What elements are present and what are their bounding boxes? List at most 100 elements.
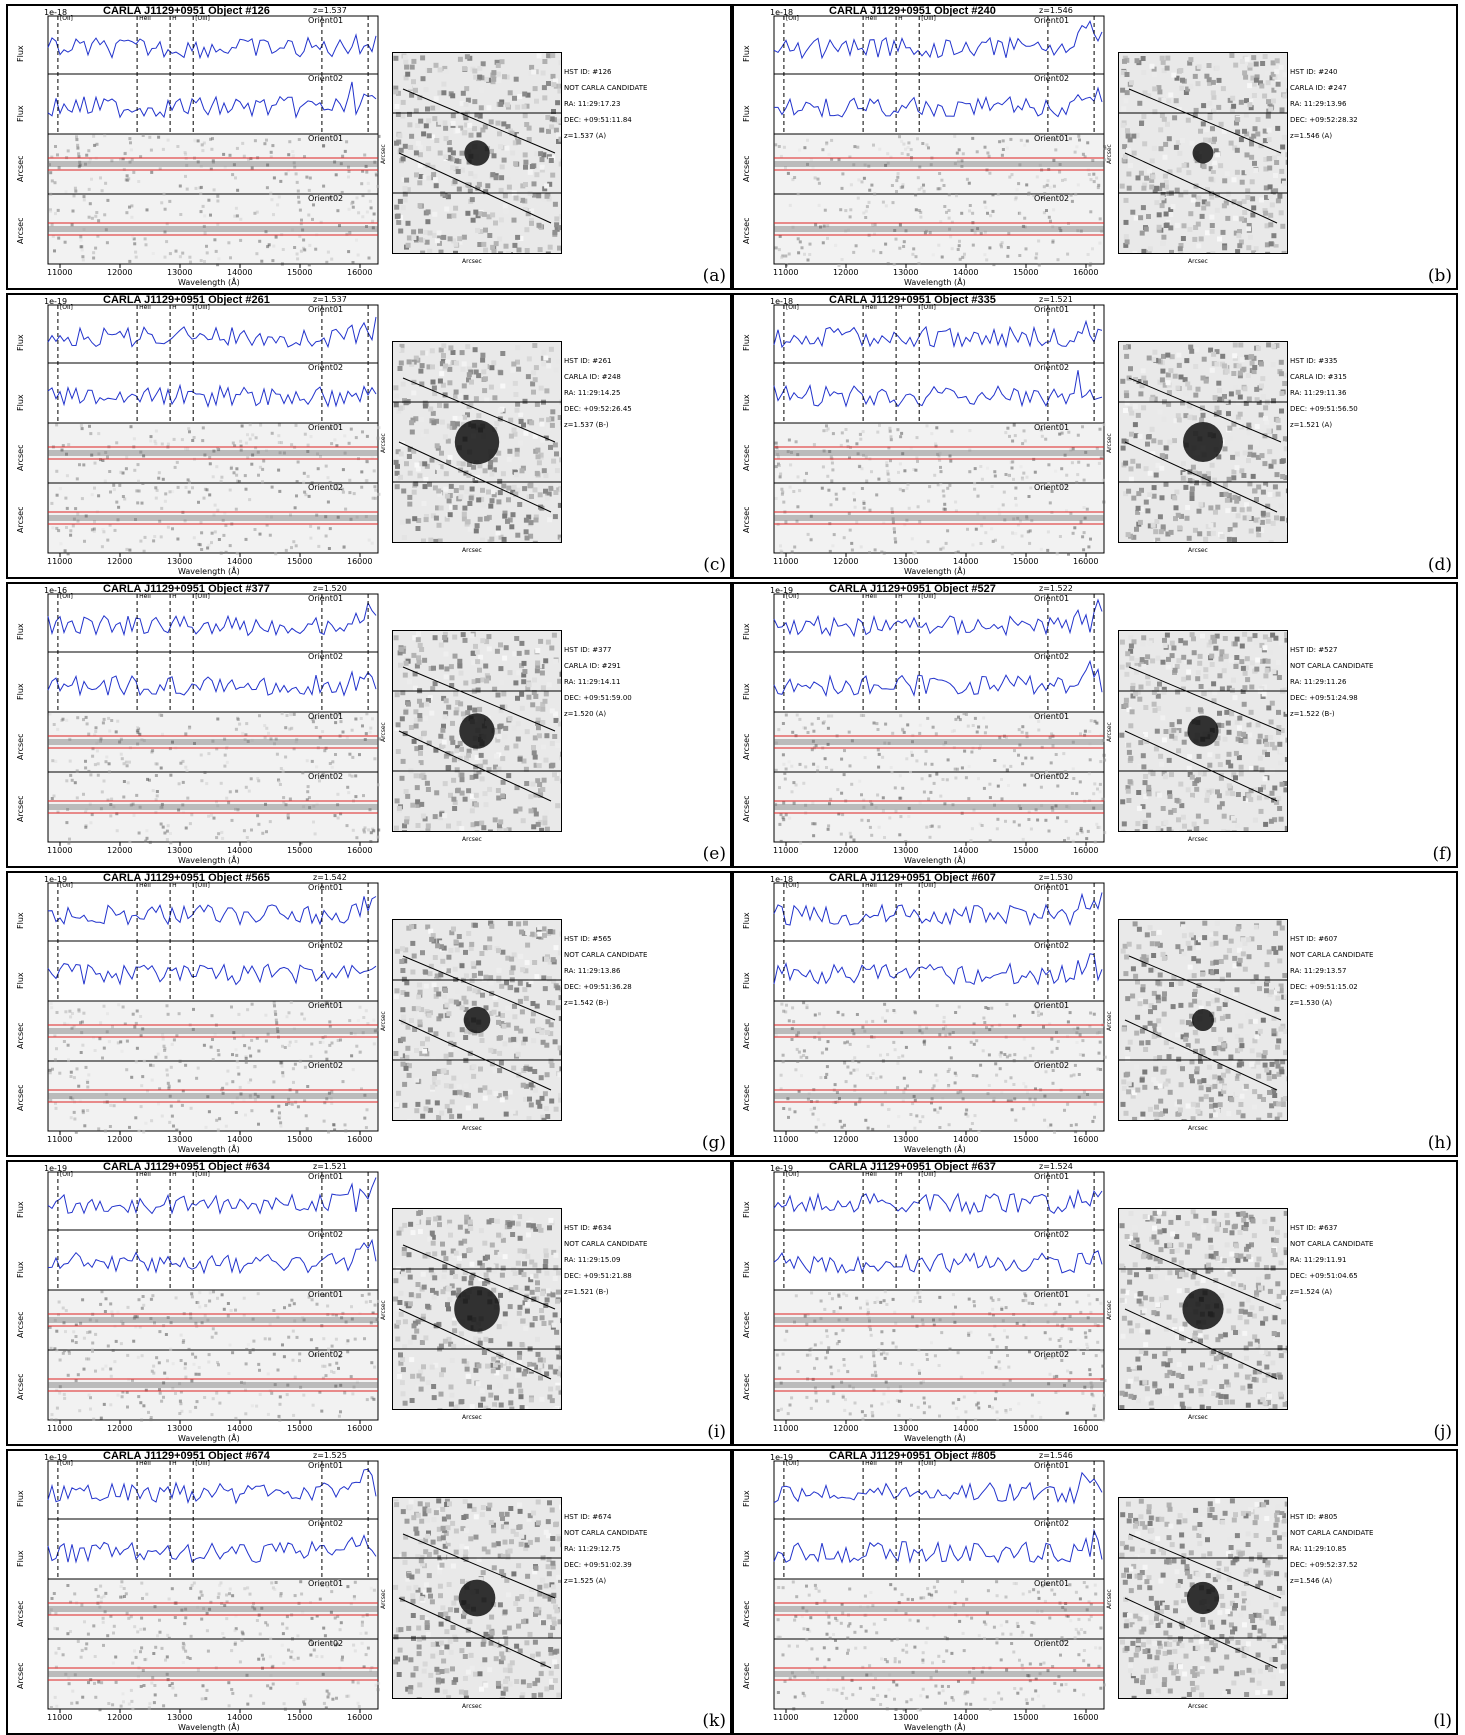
cutout-pixel xyxy=(1279,781,1285,787)
cutout-pixel xyxy=(442,120,448,126)
noise-pixel xyxy=(1060,431,1064,435)
cutout-pixel xyxy=(1245,188,1251,194)
object-info-line: DEC: +09:51:24.98 xyxy=(1290,694,1358,702)
noise-pixel xyxy=(783,771,787,775)
cutout-pixel xyxy=(450,739,456,745)
noise-pixel xyxy=(962,712,966,716)
cutout-pixel xyxy=(1174,797,1180,803)
noise-pixel xyxy=(212,188,216,192)
cutout-pixel xyxy=(1143,774,1149,779)
noise-pixel xyxy=(282,451,286,455)
y-axis-label: Arcsec xyxy=(742,217,751,244)
cutout-pixel xyxy=(478,763,484,769)
cutout-pixel xyxy=(406,359,412,365)
cutout-pixel xyxy=(1178,374,1184,380)
cutout-pixel xyxy=(1165,352,1171,358)
cutout-pixel xyxy=(1280,144,1286,150)
cutout-pixel xyxy=(1221,668,1227,674)
cutout-pixel xyxy=(450,120,456,126)
cutout-pixel xyxy=(1263,821,1269,827)
panel-title: CARLA J1129+0951 Object #335 xyxy=(829,294,996,306)
cutout-pixel xyxy=(1119,183,1125,189)
cutout-pixel xyxy=(450,93,456,99)
noise-pixel xyxy=(104,451,108,454)
cutout-pixel xyxy=(455,700,461,705)
cutout-pixel xyxy=(526,137,532,142)
noise-pixel xyxy=(914,193,918,197)
noise-pixel xyxy=(186,478,190,482)
flux-curve xyxy=(47,383,377,409)
cutout-pixel xyxy=(501,121,507,127)
cutout-pixel xyxy=(1160,240,1166,246)
noise-pixel xyxy=(154,810,158,814)
noise-pixel xyxy=(1082,478,1086,482)
cutout-pixel xyxy=(477,706,483,712)
panel-title: CARLA J1129+0951 Object #126 xyxy=(103,5,270,17)
noise-pixel xyxy=(89,432,93,436)
cutout-pixel xyxy=(426,364,432,370)
noise-pixel xyxy=(65,779,69,783)
cutout-pixel xyxy=(532,677,537,683)
noise-pixel xyxy=(158,519,162,523)
cutout-pixel xyxy=(1247,102,1253,108)
figure-panel: 11000 12000 13000 14000 15000 16000 CARLA J112… xyxy=(732,582,1458,868)
cutout-pixel xyxy=(444,516,450,522)
noise-pixel xyxy=(978,744,982,748)
cutout-pixel xyxy=(545,639,551,645)
cutout-pixels xyxy=(393,53,566,257)
cutout-pixel xyxy=(409,361,415,367)
cutout-pixel xyxy=(402,197,408,203)
cutout-pixel xyxy=(1158,127,1164,133)
noise-pixel xyxy=(281,1044,284,1048)
noise-pixel xyxy=(248,423,252,427)
noise-pixel xyxy=(258,239,262,243)
noise-pixel xyxy=(1048,736,1052,739)
noise-pixel xyxy=(280,441,283,445)
flux-curve xyxy=(773,319,1103,349)
cutout-pixel xyxy=(486,105,492,111)
noise-pixel xyxy=(285,1103,288,1106)
cutout-pixel xyxy=(1184,659,1190,664)
cutout-pixel xyxy=(1229,711,1235,717)
cutout-pixel xyxy=(398,646,404,652)
cutout-pixel xyxy=(426,133,432,139)
noise-pixel xyxy=(328,762,332,765)
cutout-pixel xyxy=(402,54,408,60)
cutout-pixel xyxy=(1275,81,1281,87)
cutout-pixel xyxy=(1176,352,1182,358)
noise-pixel xyxy=(328,426,332,430)
cutout-pixel xyxy=(1125,651,1131,657)
cutout-pixel xyxy=(442,631,448,637)
cutout-pixel xyxy=(404,64,410,70)
noise-pixel xyxy=(868,825,872,829)
cutout-pixel xyxy=(1187,403,1193,409)
noise-pixel xyxy=(121,471,125,475)
noise-pixel xyxy=(1071,740,1075,744)
cutout-pixel xyxy=(529,220,534,226)
noise-pixel xyxy=(78,163,82,167)
cutout-pixel xyxy=(560,778,566,784)
cutout-pixel xyxy=(1228,763,1234,769)
noise-pixel xyxy=(1021,837,1025,841)
noise-pixel xyxy=(979,465,983,468)
noise-pixel xyxy=(973,231,977,235)
noise-pixel xyxy=(357,211,361,215)
cutout-pixel xyxy=(1285,708,1291,714)
cutout-pixel xyxy=(498,819,504,825)
noise-pixel xyxy=(1049,219,1052,223)
cutout-pixel xyxy=(1217,236,1222,242)
noise-pixel xyxy=(842,773,846,777)
cutout-pixel xyxy=(436,488,442,494)
cutout-pixel xyxy=(554,468,560,474)
cutout-pixel xyxy=(1158,529,1164,535)
noise-pixel xyxy=(918,520,922,524)
cutout-pixel xyxy=(409,133,415,139)
noise-pixel xyxy=(879,251,883,255)
cutout-pixel xyxy=(397,198,403,204)
noise-pixel xyxy=(902,142,906,146)
cutout-pixel xyxy=(476,132,482,138)
noise-pixel xyxy=(1025,475,1029,479)
cutout-pixel xyxy=(421,538,426,544)
cutout-pixel xyxy=(1278,64,1284,70)
noise-pixel xyxy=(882,551,886,555)
